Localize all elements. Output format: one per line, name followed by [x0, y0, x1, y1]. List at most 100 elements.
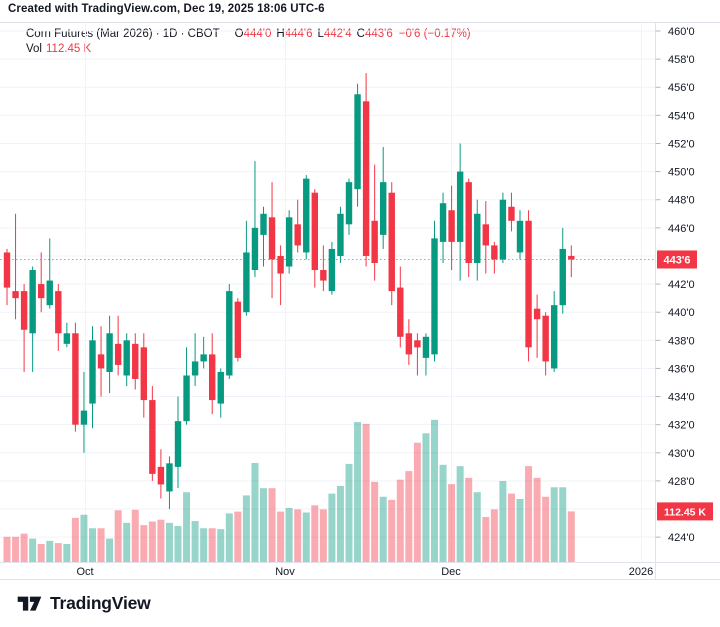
volume-bar — [413, 442, 421, 562]
volume-bar — [165, 522, 173, 562]
volume-bar — [319, 509, 327, 562]
volume-bar — [123, 522, 131, 562]
volume-bar — [234, 511, 242, 562]
volume-bar — [525, 466, 533, 562]
candle-body — [294, 224, 301, 246]
open-label: O — [234, 28, 244, 40]
volume-bar — [260, 488, 267, 562]
candle-body — [448, 210, 455, 242]
candle-body — [465, 182, 472, 263]
price-axis-label: 430'0 — [668, 448, 695, 460]
volume-bar — [217, 529, 225, 562]
volume-bar — [71, 517, 79, 562]
candle-body — [55, 291, 62, 334]
candle-body — [251, 227, 259, 271]
legend-volume-row: Vol 112.45 K — [26, 42, 471, 57]
volume-bar — [371, 481, 379, 562]
volume-bar — [388, 499, 396, 562]
candle-body — [337, 213, 344, 256]
candle-body — [277, 255, 284, 274]
price-axis-label: 452'0 — [668, 138, 695, 150]
candle-body — [380, 182, 387, 235]
volume-bar — [251, 463, 259, 562]
price-axis-label: 438'0 — [668, 335, 695, 347]
candle-body — [72, 333, 79, 425]
volume-bar — [131, 509, 139, 562]
candle-body — [371, 220, 378, 263]
volume-bar — [507, 493, 515, 562]
volume-bar — [542, 496, 550, 562]
candle-body — [114, 343, 122, 365]
price-axis-label: 434'0 — [668, 392, 695, 404]
candle-body — [234, 301, 242, 358]
volume-bar — [89, 528, 96, 562]
volume-bar — [482, 517, 490, 562]
tradingview-logo[interactable]: TradingView — [16, 591, 151, 615]
tradingview-mark-icon — [17, 596, 42, 611]
price-axis-label: 458'0 — [668, 54, 695, 66]
candle-body — [354, 94, 361, 190]
volume-bar — [533, 477, 541, 562]
volume-bar — [516, 499, 524, 562]
candle-body — [157, 466, 165, 485]
volume-bar — [431, 419, 438, 562]
candle-body — [362, 101, 370, 256]
high-label: H — [276, 28, 285, 40]
candle-body — [320, 270, 327, 281]
volume-bar — [302, 512, 310, 562]
candle-body — [3, 252, 11, 288]
candle-body — [29, 270, 36, 334]
price-axis[interactable]: 460'0 458'0 456'0 454'0 452'0 450'0 448'0 446'0… — [655, 26, 695, 544]
candle-body — [405, 333, 413, 355]
price-axis-label: 460'0 — [668, 26, 695, 38]
volume-bar — [191, 521, 199, 562]
last-volume-badge — [657, 502, 713, 521]
candle-body — [80, 410, 88, 425]
candle-body — [260, 213, 267, 235]
candle-body — [559, 248, 566, 306]
volume-bar — [422, 433, 430, 562]
volume-bar — [183, 492, 191, 562]
candle-body — [285, 217, 293, 267]
candle-body — [414, 340, 421, 348]
candle-body — [46, 280, 53, 306]
volume-bar — [473, 492, 481, 562]
volume-bar — [242, 495, 250, 562]
volume-bar — [396, 479, 404, 562]
volume-bar — [148, 521, 156, 562]
candle-body — [431, 238, 438, 355]
volume-bar — [465, 477, 473, 562]
volume-label: Vol — [26, 43, 42, 55]
price-axis-label: 424'0 — [668, 532, 695, 544]
time-axis[interactable]: Oct Nov Dec 2026 — [76, 566, 653, 578]
price-axis-label: 450'0 — [668, 167, 695, 179]
axis-badges: 443'6 112.45 K — [657, 250, 713, 521]
candle-body — [132, 343, 139, 379]
candle-body — [97, 354, 105, 369]
volume-bar — [97, 528, 105, 562]
candle-body — [106, 333, 113, 372]
candle-body — [140, 347, 147, 401]
volume-bar — [285, 508, 293, 562]
candle-body — [63, 333, 71, 344]
volume-bar — [37, 544, 45, 562]
candle-body — [516, 220, 524, 253]
candle-body — [123, 340, 130, 376]
candle-body — [166, 463, 173, 492]
volume-bar — [362, 423, 370, 562]
price-axis-label: 432'0 — [668, 420, 695, 432]
candle-body — [209, 354, 216, 401]
volume-bar — [268, 488, 276, 562]
volume-bar — [354, 422, 362, 562]
candle-body — [499, 199, 507, 260]
candle-body — [491, 245, 498, 260]
volume-value: 112.45 K — [46, 43, 92, 55]
volume-bar — [328, 493, 336, 562]
candle-body — [474, 213, 481, 263]
last-price-badge — [657, 250, 697, 269]
low-label: L — [317, 28, 324, 40]
volume-bar — [114, 510, 122, 562]
volume-bar — [550, 487, 558, 562]
